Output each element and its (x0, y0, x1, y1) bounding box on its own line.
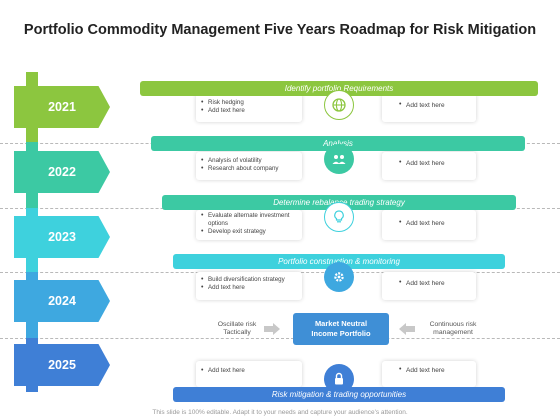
stage-bullets-1: Risk hedging Add text here (200, 99, 245, 115)
year-2021: 2021 (14, 86, 110, 128)
stage-bullets-5: Add text here (200, 367, 245, 375)
side-text-line: Continuous risk (429, 321, 477, 328)
lock-icon (335, 372, 343, 385)
stage-icon-circle-3 (324, 202, 354, 232)
stage-icon-circle-4 (324, 262, 354, 292)
stage-right-text-2: Add text here (398, 159, 445, 167)
stage-bullets-3: Evaluate alternate investment options De… (200, 212, 296, 236)
footer-note: This slide is 100% editable. Adapt it to… (152, 409, 408, 416)
page-title: Portfolio Commodity Management Five Year… (23, 22, 537, 38)
gear-icon (334, 272, 344, 282)
side-text-line: Tactically (223, 329, 251, 336)
continuous-risk-text: Continuous risk management (418, 321, 488, 337)
globe-icon (332, 98, 346, 112)
stage-label-5: Risk mitigation & trading opportunities (173, 387, 505, 402)
stage-label-4: Portfolio construction & monitoring (173, 254, 505, 269)
bullet-item: Add text here (200, 284, 285, 292)
bullet-item: Risk hedging (200, 99, 245, 107)
stage-bullets-2: Analysis of volatility Research about co… (200, 157, 279, 173)
center-line: Income Portfolio (311, 329, 371, 338)
people-icon (332, 155, 346, 164)
arrow-right-icon (264, 323, 280, 335)
year-2022: 2022 (14, 151, 110, 193)
lightbulb-icon (334, 210, 344, 223)
year-2024: 2024 (14, 280, 110, 322)
bullet-item: Analysis of volatility (200, 157, 279, 165)
stage-right-text-1: Add text here (398, 101, 445, 109)
bullet-item: Build diversification strategy (200, 276, 285, 284)
side-text-line: Oscillate risk (217, 321, 257, 328)
bullet-item: Develop exit strategy (200, 228, 296, 236)
stage-right-text-3: Add text here (398, 219, 445, 227)
bullet-item: Evaluate alternate investment options (200, 212, 296, 228)
oscillate-risk-text: Oscillate risk Tactically (202, 321, 272, 337)
year-2025: 2025 (14, 344, 110, 386)
stage-panel-right (382, 361, 476, 387)
stage-right-text-4: Add text here (398, 279, 445, 287)
stage-label-1: Identify portfolio Requirements (140, 81, 538, 96)
bullet-item: Add text here (200, 367, 245, 375)
bullet-item: Research about company (200, 165, 279, 173)
stage-icon-circle-1 (324, 90, 354, 120)
separator-line (0, 338, 560, 339)
center-line: Market Neutral (314, 319, 368, 328)
stage-label-2: Analysis (151, 136, 525, 151)
side-text-line: management (433, 329, 473, 336)
stage-right-text-5: Add text here (398, 366, 445, 374)
bullet-item: Add text here (200, 107, 245, 115)
stage-icon-circle-2 (324, 144, 354, 174)
year-2023: 2023 (14, 216, 110, 258)
arrow-left-icon (399, 323, 415, 335)
stage-bullets-4: Build diversification strategy Add text … (200, 276, 285, 292)
market-neutral-box: Market Neutral Income Portfolio (293, 313, 389, 345)
